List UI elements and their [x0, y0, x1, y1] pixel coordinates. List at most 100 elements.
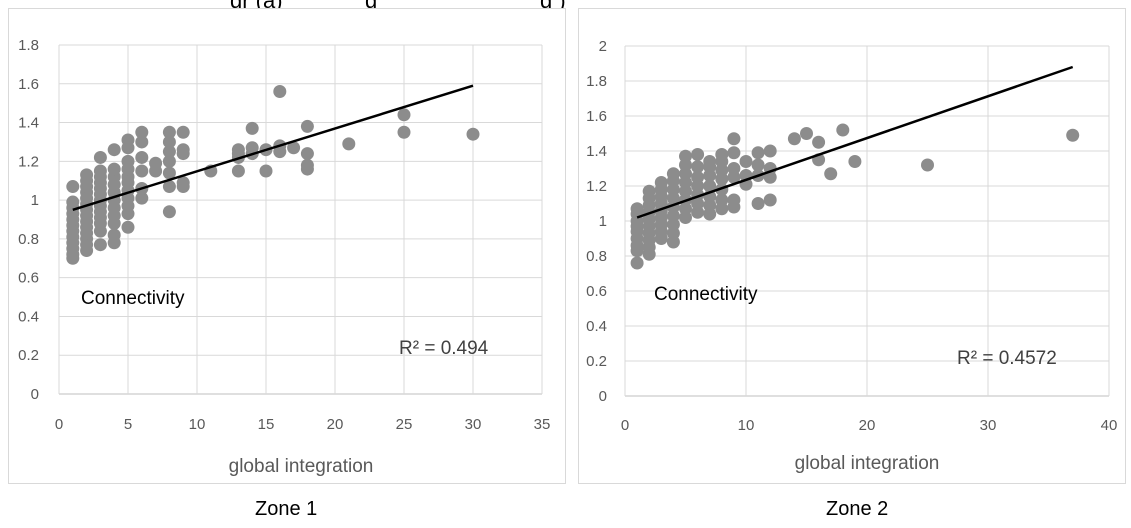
y-tick-label: 1.4 [18, 115, 39, 132]
data-point [300, 158, 314, 172]
data-point [679, 149, 692, 163]
data-point [121, 133, 135, 147]
data-point [66, 180, 80, 194]
data-point [162, 125, 176, 139]
x-tick-label: 30 [465, 416, 482, 433]
x-tick-label: 0 [55, 416, 63, 433]
y-tick-label: 1.6 [586, 108, 607, 125]
data-point [135, 191, 149, 205]
data-point [666, 167, 680, 181]
chart-panel-zone-1: 0 0.2 0.4 0.6 0.8 1 1.2 1.4 1.6 1.8 0 5 10 15 20 25 30 35… [8, 8, 566, 484]
data-point [135, 125, 149, 139]
data-point [691, 160, 705, 174]
data-point [93, 238, 107, 252]
x-tick-label: 40 [1101, 417, 1118, 434]
data-point [162, 205, 176, 219]
y-tick-label: 0.4 [586, 318, 607, 335]
data-point [80, 168, 94, 182]
data-point [654, 176, 668, 189]
data-point [121, 154, 135, 168]
data-point [107, 143, 121, 157]
data-point [162, 135, 176, 149]
data-point [751, 146, 765, 160]
x-tick-label: 35 [534, 416, 551, 433]
data-point [691, 170, 705, 184]
y-tick-label: 0 [31, 386, 39, 403]
data-point [149, 156, 163, 170]
y-tick-label: 0.4 [18, 308, 39, 325]
x-axis-title: global integration [229, 456, 374, 477]
data-point [836, 123, 850, 137]
data-point [787, 132, 801, 146]
data-point [824, 167, 838, 181]
y-tick-label: 0.8 [18, 231, 39, 248]
x-tick-label: 25 [396, 416, 413, 433]
x-tick-label: 30 [980, 417, 997, 434]
data-point [739, 155, 753, 168]
x-axis-title: global integration [795, 453, 940, 474]
trendline [636, 65, 1074, 219]
data-point [300, 147, 314, 161]
data-point [162, 154, 176, 168]
data-point [630, 202, 644, 216]
data-point [691, 148, 705, 161]
scatter-chart-zone-2: 00.20.40.60.811.21.41.61.820 10 20 30 40glob… [586, 38, 1118, 474]
data-point [727, 162, 741, 175]
data-point [287, 141, 301, 155]
data-point [245, 141, 259, 155]
data-point [1066, 128, 1080, 142]
data-point [397, 125, 411, 139]
y-tick-label: 1.2 [18, 153, 39, 170]
data-point [135, 164, 149, 178]
data-point [162, 145, 176, 159]
y-tick-label: 1.6 [18, 76, 39, 93]
data-point [176, 176, 190, 190]
x-tick-label: 10 [189, 416, 206, 433]
x-tick-label: 5 [124, 416, 132, 433]
caption-zone-1: Zone 1 [255, 498, 318, 520]
data-point [66, 195, 80, 209]
data-point [630, 256, 644, 270]
x-tick-label: 10 [738, 417, 755, 434]
data-point [642, 184, 656, 198]
data-point [800, 127, 813, 140]
data-point [727, 146, 741, 160]
data-point [231, 143, 245, 157]
data-point [245, 121, 259, 135]
x-tick-label: 0 [621, 417, 629, 434]
data-point [162, 166, 176, 180]
data-point [231, 164, 245, 178]
data-point [921, 158, 934, 172]
data-point [848, 155, 862, 168]
x-tick-label: 15 [258, 416, 275, 433]
data-point [703, 155, 717, 168]
data-point [715, 148, 729, 161]
data-point [176, 125, 190, 139]
y-tick-label: 2 [599, 38, 607, 55]
data-point [342, 137, 356, 151]
trendline [72, 84, 474, 211]
data-point [727, 193, 741, 207]
y-tick-label: 1 [31, 192, 39, 209]
y-tick-label: 0 [599, 388, 607, 405]
chart-panel-zone-2: 0 0.2 0.4 0.6 0.8 1 1.2 1.4 1.6 1.8 2 0 10 20 30 40 glob… [578, 8, 1126, 484]
data-point [397, 108, 411, 122]
data-point [93, 150, 107, 164]
data-point [703, 179, 717, 193]
data-point [763, 144, 777, 158]
y-tick-label: 1.8 [586, 73, 607, 90]
scatter-chart-zone-1: 0 0.2 0.4 0.6 0.8 1 1.2 1.4 1.6 1.8 0 5 10 15 20 25 30 35… [18, 37, 551, 477]
data-point [176, 143, 190, 157]
y-tick-label: 1.8 [18, 37, 39, 54]
data-point [727, 132, 741, 146]
data-point [763, 193, 777, 207]
data-point [715, 193, 729, 207]
caption-zone-2: Zone 2 [826, 498, 889, 520]
y-tick-label: 1.4 [586, 143, 607, 160]
x-tick-label: 20 [327, 416, 344, 433]
data-point [300, 119, 314, 133]
data-point [107, 162, 121, 176]
clipped-heading: gr (a) g g ) [0, 0, 1131, 13]
data-point [812, 135, 826, 149]
data-point [751, 158, 765, 172]
